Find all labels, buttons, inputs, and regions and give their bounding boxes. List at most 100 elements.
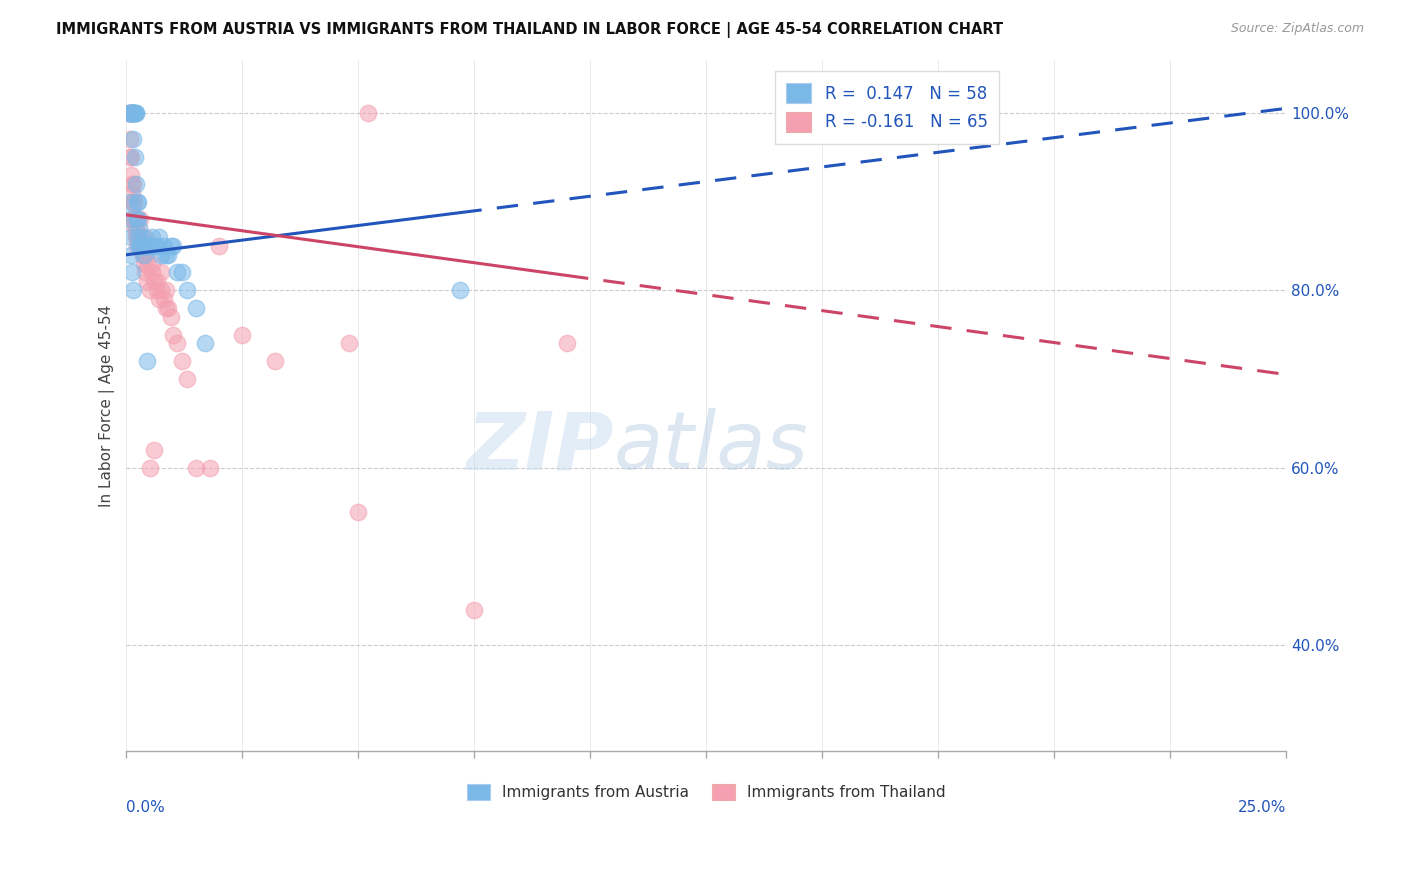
Point [121,265,143,279]
Point [131,239,153,253]
Point [138,460,160,475]
Point [125,105,148,120]
Point [172,265,194,279]
Point [122,132,145,146]
Point [141,265,163,279]
Point [138,283,160,297]
Point [132,248,155,262]
Point [122,283,145,297]
Point [150,248,173,262]
Point [449,283,471,297]
Point [131,239,153,253]
Y-axis label: In Labor Force | Age 45-54: In Labor Force | Age 45-54 [100,304,115,507]
Point [155,248,177,262]
Point [125,221,148,235]
Point [118,105,141,120]
Point [143,442,166,457]
Point [124,221,146,235]
Point [148,292,170,306]
Point [121,105,143,120]
Point [124,150,146,164]
Point [118,194,141,209]
Point [129,230,152,244]
Point [198,460,221,475]
Point [157,248,180,262]
Point [125,194,148,209]
Point [128,239,150,253]
Point [347,505,370,519]
Point [132,257,155,271]
Point [162,327,184,342]
Point [124,105,146,120]
Point [166,265,188,279]
Text: IMMIGRANTS FROM AUSTRIA VS IMMIGRANTS FROM THAILAND IN LABOR FORCE | AGE 45-54 C: IMMIGRANTS FROM AUSTRIA VS IMMIGRANTS FR… [56,22,1004,38]
Point [120,105,142,120]
Point [120,105,142,120]
Point [176,283,198,297]
Point [122,212,145,227]
Point [125,230,148,244]
Point [127,194,149,209]
Point [162,239,184,253]
Point [155,283,177,297]
Point [129,239,152,253]
Point [134,230,156,244]
Point [134,239,156,253]
Point [122,105,145,120]
Point [120,150,142,164]
Point [121,186,143,200]
Point [143,239,166,253]
Point [143,274,166,288]
Point [152,292,174,306]
Point [122,105,145,120]
Point [141,257,163,271]
Point [135,248,157,262]
Point [118,105,141,120]
Point [121,105,143,120]
Point [125,105,148,120]
Point [120,168,142,182]
Point [176,372,198,386]
Point [264,354,287,368]
Point [208,239,231,253]
Point [128,221,150,235]
Point [129,212,152,227]
Point [131,248,153,262]
Point [231,327,253,342]
Point [150,283,173,297]
Point [128,239,150,253]
Point [134,265,156,279]
Point [121,194,143,209]
Point [159,239,181,253]
Point [145,239,167,253]
Point [120,212,142,227]
Point [118,105,141,120]
Point [118,132,141,146]
Point [125,177,148,191]
Point [184,460,207,475]
Point [122,194,145,209]
Point [120,248,142,262]
Point [121,105,143,120]
Point [172,354,194,368]
Point [127,230,149,244]
Point [127,239,149,253]
Point [122,177,145,191]
Point [125,212,148,227]
Point [122,105,145,120]
Point [136,354,159,368]
Point [166,336,188,351]
Point [127,212,149,227]
Point [120,230,142,244]
Point [135,239,157,253]
Point [555,336,578,351]
Point [148,230,170,244]
Point [131,248,153,262]
Point [337,336,360,351]
Point [145,283,167,297]
Point [152,239,174,253]
Text: atlas: atlas [613,408,808,486]
Point [157,301,180,315]
Point [120,105,142,120]
Point [124,212,146,227]
